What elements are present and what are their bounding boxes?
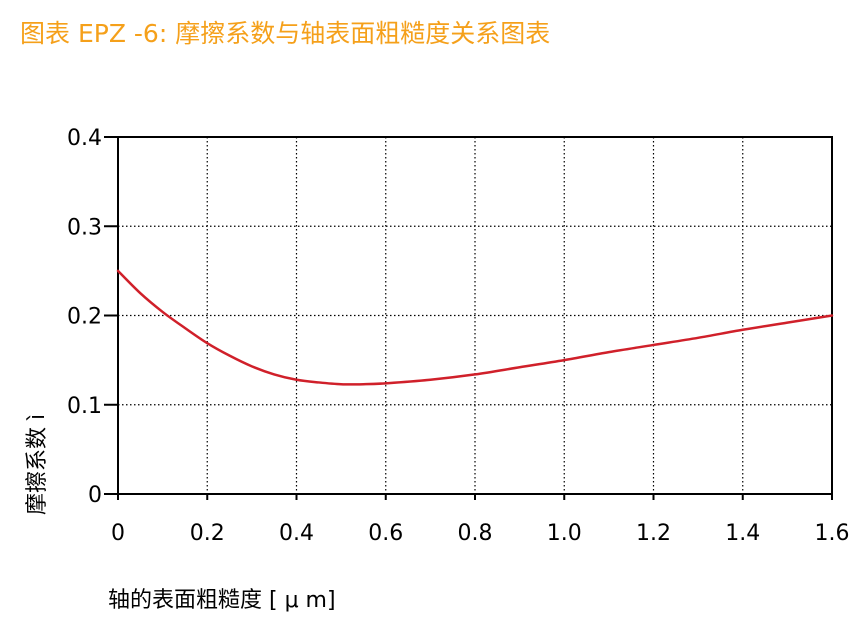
tick-layer: 0 0.2 0.4 0.6 0.8 1.0 1.2 1.4 1.6 0 0.1 0.2 0.3 0.4 [67,126,850,546]
x-tick-label: 1.4 [725,521,760,546]
grid-layer [118,137,832,494]
y-tick-label: 0.3 [67,215,102,240]
x-tick-label: 1.0 [547,521,582,546]
x-tick-label: 0.2 [190,521,225,546]
y-tick-label: 0.4 [67,126,102,151]
x-tick-label: 0.8 [458,521,493,546]
x-tick-label: 0.4 [279,521,314,546]
y-axis-label: 摩擦系数 ì [25,414,50,515]
chart-title: 图表 EPZ -6: 摩擦系数与轴表面粗糙度关系图表 [20,19,551,48]
y-tick-label: 0.2 [67,305,102,330]
x-axis-label: 轴的表面粗糙度 [ μ m] [108,588,336,613]
series-layer [116,269,834,386]
y-tick-label: 0 [88,483,102,508]
friction-series-line [116,269,834,386]
x-tick-label: 0 [111,521,125,546]
x-tick-label: 1.6 [815,521,850,546]
x-tick-label: 1.2 [636,521,671,546]
y-tick-label: 0.1 [67,394,102,419]
x-tick-label: 0.6 [368,521,403,546]
